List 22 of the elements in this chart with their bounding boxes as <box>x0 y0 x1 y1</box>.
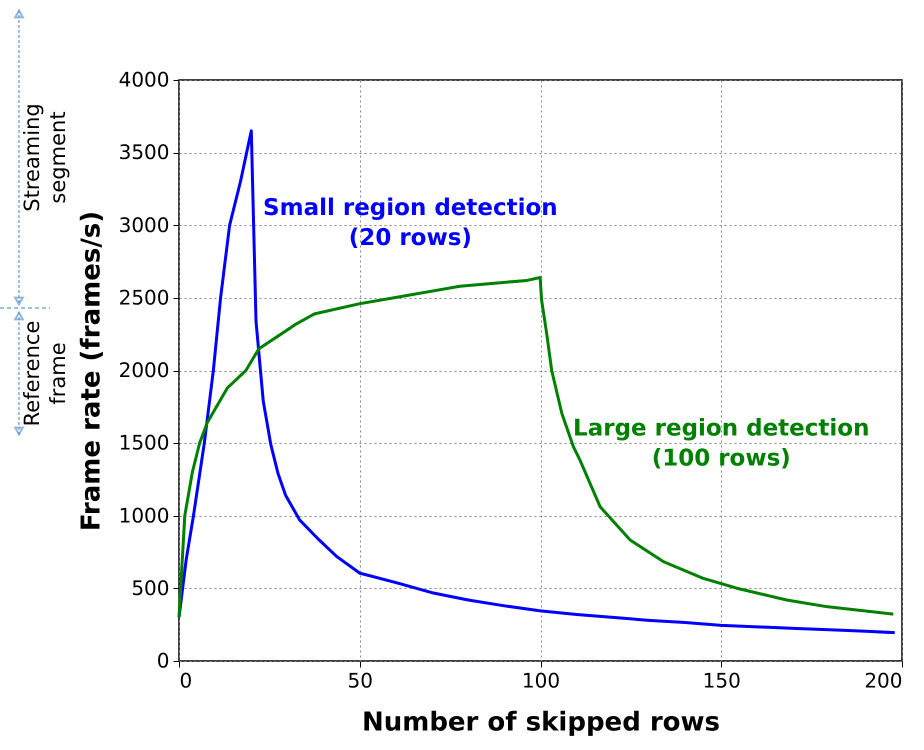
x-axis-title: Number of skipped rows <box>362 708 720 738</box>
text: Reference frame <box>20 320 70 426</box>
line-series <box>178 276 895 619</box>
y-tick-label: 3500 <box>118 140 170 164</box>
text: Streaming segment <box>20 103 70 212</box>
y-tick-label: 500 <box>131 576 170 600</box>
y-tick-label: 2000 <box>118 358 170 382</box>
series-label: Small region detection (20 rows) <box>263 194 558 251</box>
y-tick-label: 0 <box>156 648 170 672</box>
y-tick-label: 4000 <box>118 68 170 92</box>
y-tick-label: 2500 <box>118 285 170 310</box>
y-tick-label: 1000 <box>118 503 170 528</box>
x-tick-label: 100 <box>522 668 560 692</box>
x-tick-label: 0 <box>180 668 192 692</box>
x-tick-label: 200 <box>864 668 902 692</box>
y-tick-label: 1500 <box>118 430 170 455</box>
line-series <box>178 129 896 634</box>
series-label: Large region detection (100 rows) <box>573 416 870 472</box>
y-tick-label: 3000 <box>118 212 170 237</box>
x-tick-label: 150 <box>702 668 741 692</box>
y-axis-title: Frame rate (frames/s) <box>76 210 107 532</box>
x-tick-label: 50 <box>348 668 373 692</box>
